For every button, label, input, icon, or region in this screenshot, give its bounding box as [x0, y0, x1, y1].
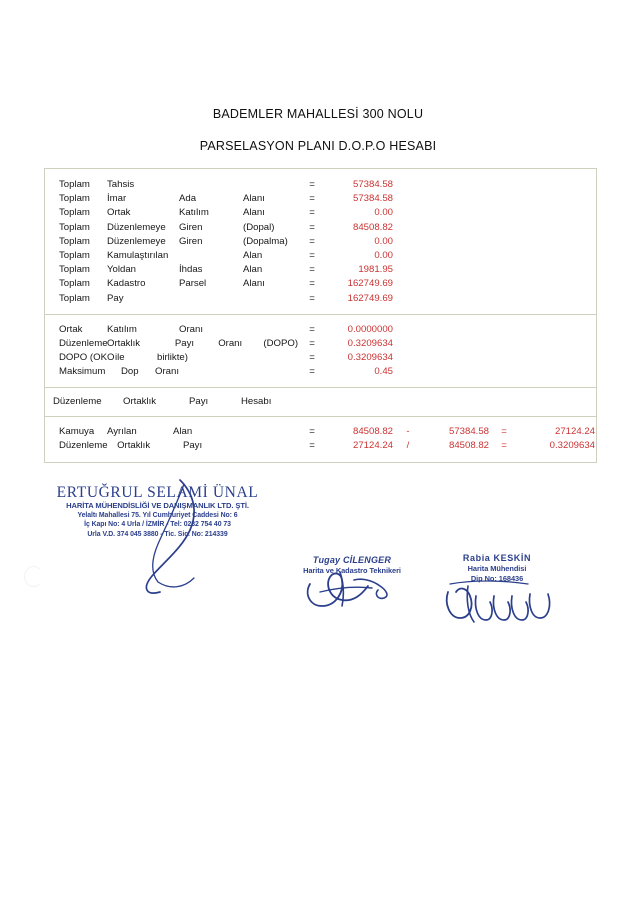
equals-sign: =: [309, 338, 315, 350]
stamp-address-line-2: İç Kapı No: 4 Urla / İZMİR - Tel: 0232 7…: [84, 521, 231, 529]
row-value: 0.00: [374, 235, 393, 247]
table-row: Toplam Kadastro Parsel Alanı = 162749.69: [45, 277, 596, 291]
row-label: Toplam Düzenlemeye Giren (Dopal): [59, 221, 275, 233]
document-title-line-1: BADEMLER MAHALLESİ 300 NOLU: [212, 107, 424, 121]
row-label: DOPO (OKO ile birlikte): [59, 352, 188, 364]
table-row: DOPO (OKO ile birlikte) = 0.3209634: [45, 351, 596, 365]
row-value: 0.00: [374, 250, 393, 262]
table-row: Kamuya Ayrılan Alan = 84508.82 - 57384.5…: [45, 425, 596, 439]
equals-sign: =: [309, 425, 315, 437]
row-label: Toplam Yoldan İhdas Alan: [59, 264, 263, 276]
equals-sign: =: [309, 207, 315, 219]
operator-symbol: /: [406, 439, 410, 451]
table-row: Toplam Düzenlemeye Giren (Dopal) = 84508…: [45, 221, 596, 235]
signatory-role: Harita ve Kadastro Teknikeri: [303, 566, 401, 575]
row-value: 57384.58: [352, 193, 393, 205]
equals-sign: =: [309, 352, 315, 364]
operand-b: 57384.58: [448, 425, 489, 437]
operand-b: 84508.82: [448, 439, 489, 451]
signatory-name: Rabia KESKİN: [462, 553, 532, 563]
stamp-address-line-3: Urla V.D. 374 045 3880 - Tic. Sic. No: 2…: [87, 530, 228, 538]
calculation-result: 0.3209634: [549, 439, 595, 451]
equals-sign: =: [309, 250, 315, 262]
signature-ink-keskin: [442, 578, 562, 630]
row-value: 1981.95: [358, 264, 393, 276]
stamp-company-name: ERTUĞRUL SELAMİ ÜNAL: [56, 484, 259, 501]
row-value: 0.45: [374, 366, 393, 378]
equals-sign-2: =: [501, 425, 507, 437]
section-heading: Düzenleme Ortaklık Payı Hesabı: [53, 395, 272, 407]
operand-a: 27124.24: [352, 439, 393, 451]
equals-sign: =: [309, 292, 315, 304]
operand-a: 84508.82: [352, 425, 393, 437]
signatory-registration: Dip No: 168436: [470, 573, 524, 583]
signature-ink-cilenger: [300, 568, 410, 614]
row-label: Toplam Ortak Katılım Alanı: [59, 207, 265, 219]
table-row: Düzenleme Ortaklık Payı Oranı (DOPO) = 0…: [45, 337, 596, 351]
signature-ink-stamp: [118, 478, 228, 598]
row-value: 162749.69: [347, 278, 393, 290]
table-row: Toplam Pay = 162749.69: [45, 292, 596, 306]
equals-sign: =: [309, 235, 315, 247]
row-label: Toplam Tahsis: [59, 179, 135, 190]
row-value: 0.3209634: [347, 338, 393, 350]
table-row: Toplam Düzenlemeye Giren (Dopalma) = 0.0…: [45, 235, 596, 249]
equals-sign: =: [309, 221, 315, 233]
ratios-section: Ortak Katılım Oranı = 0.0000000 Düzenlem…: [45, 313, 596, 387]
signature-block-cilenger: Tugay CİLENGER Harita ve Kadastro Teknik…: [296, 555, 408, 576]
table-row: Ortak Katılım Oranı = 0.0000000: [45, 323, 596, 337]
totals-section: Toplam Tahsis = 57384.58 Toplam İmar Ada…: [45, 169, 596, 314]
operator-symbol: -: [406, 425, 410, 437]
equals-sign: =: [309, 278, 315, 290]
table-row: Toplam Kamulaştırılan Alan = 0.00: [45, 249, 596, 263]
signatory-name: Tugay CİLENGER: [312, 555, 392, 565]
equals-sign: =: [309, 264, 315, 276]
signatory-role: Harita Mühendisi: [467, 564, 527, 573]
company-stamp: ERTUĞRUL SELAMİ ÜNAL HARİTA MÜHENDİSLİĞİ…: [55, 484, 260, 539]
table-row: Toplam Ortak Katılım Alanı = 0.00: [45, 206, 596, 220]
row-label: Düzenleme Ortaklık Payı Oranı (DOPO): [59, 338, 299, 350]
row-label: Toplam Pay: [59, 292, 124, 304]
stamp-company-type: HARİTA MÜHENDİSLİĞİ VE DANIŞMANLIK LTD. …: [66, 501, 249, 510]
table-row: Maksimum Dop Oranı = 0.45: [45, 365, 596, 379]
hole-punch-mark: [24, 566, 43, 587]
calculation-section: Kamuya Ayrılan Alan = 84508.82 - 57384.5…: [45, 415, 596, 462]
row-label: Kamuya Ayrılan Alan: [59, 425, 193, 437]
row-value: 0.3209634: [347, 352, 393, 364]
equals-sign: =: [309, 439, 315, 451]
row-label: Toplam Kamulaştırılan Alan: [59, 250, 263, 262]
row-label: Toplam İmar Ada Alanı: [59, 193, 265, 205]
signature-block-keskin: Rabia KESKİN Harita Mühendisi Dip No: 16…: [438, 553, 556, 583]
equals-sign: =: [309, 366, 315, 378]
calculation-result: 27124.24: [554, 425, 595, 437]
table-row: Toplam İmar Ada Alanı = 57384.58: [45, 192, 596, 206]
table-row: Düzenleme Ortaklık Payı = 27124.24 / 845…: [45, 439, 596, 453]
equals-sign-2: =: [501, 439, 507, 451]
equals-sign: =: [309, 193, 315, 205]
row-label: Maksimum Dop Oranı: [59, 366, 179, 378]
row-value: 0.0000000: [347, 323, 393, 335]
stamp-address-line-1: Yelaltı Mahallesi 75. Yıl Cumhuriyet Cad…: [77, 512, 238, 519]
row-value: 0.00: [374, 207, 393, 219]
equals-sign: =: [309, 323, 315, 335]
document-title-line-2: PARSELASYON PLANI D.O.P.O HESABI: [199, 139, 437, 153]
row-label: Toplam Kadastro Parsel Alanı: [59, 278, 265, 290]
table-row: Toplam Tahsis = 57384.58: [45, 178, 596, 192]
row-value: 57384.58: [352, 179, 393, 190]
row-value: 84508.82: [352, 221, 393, 233]
row-label: Ortak Katılım Oranı: [59, 323, 203, 335]
row-label: Toplam Düzenlemeye Giren (Dopalma): [59, 235, 288, 247]
dopo-calculation-table: Toplam Tahsis = 57384.58 Toplam İmar Ada…: [44, 168, 597, 464]
dopo-heading-section: Düzenleme Ortaklık Payı Hesabı: [45, 386, 596, 416]
row-value: 162749.69: [347, 292, 393, 304]
table-row: Toplam Yoldan İhdas Alan = 1981.95: [45, 263, 596, 277]
row-label: Düzenleme Ortaklık Payı: [59, 439, 203, 451]
equals-sign: =: [309, 179, 315, 190]
